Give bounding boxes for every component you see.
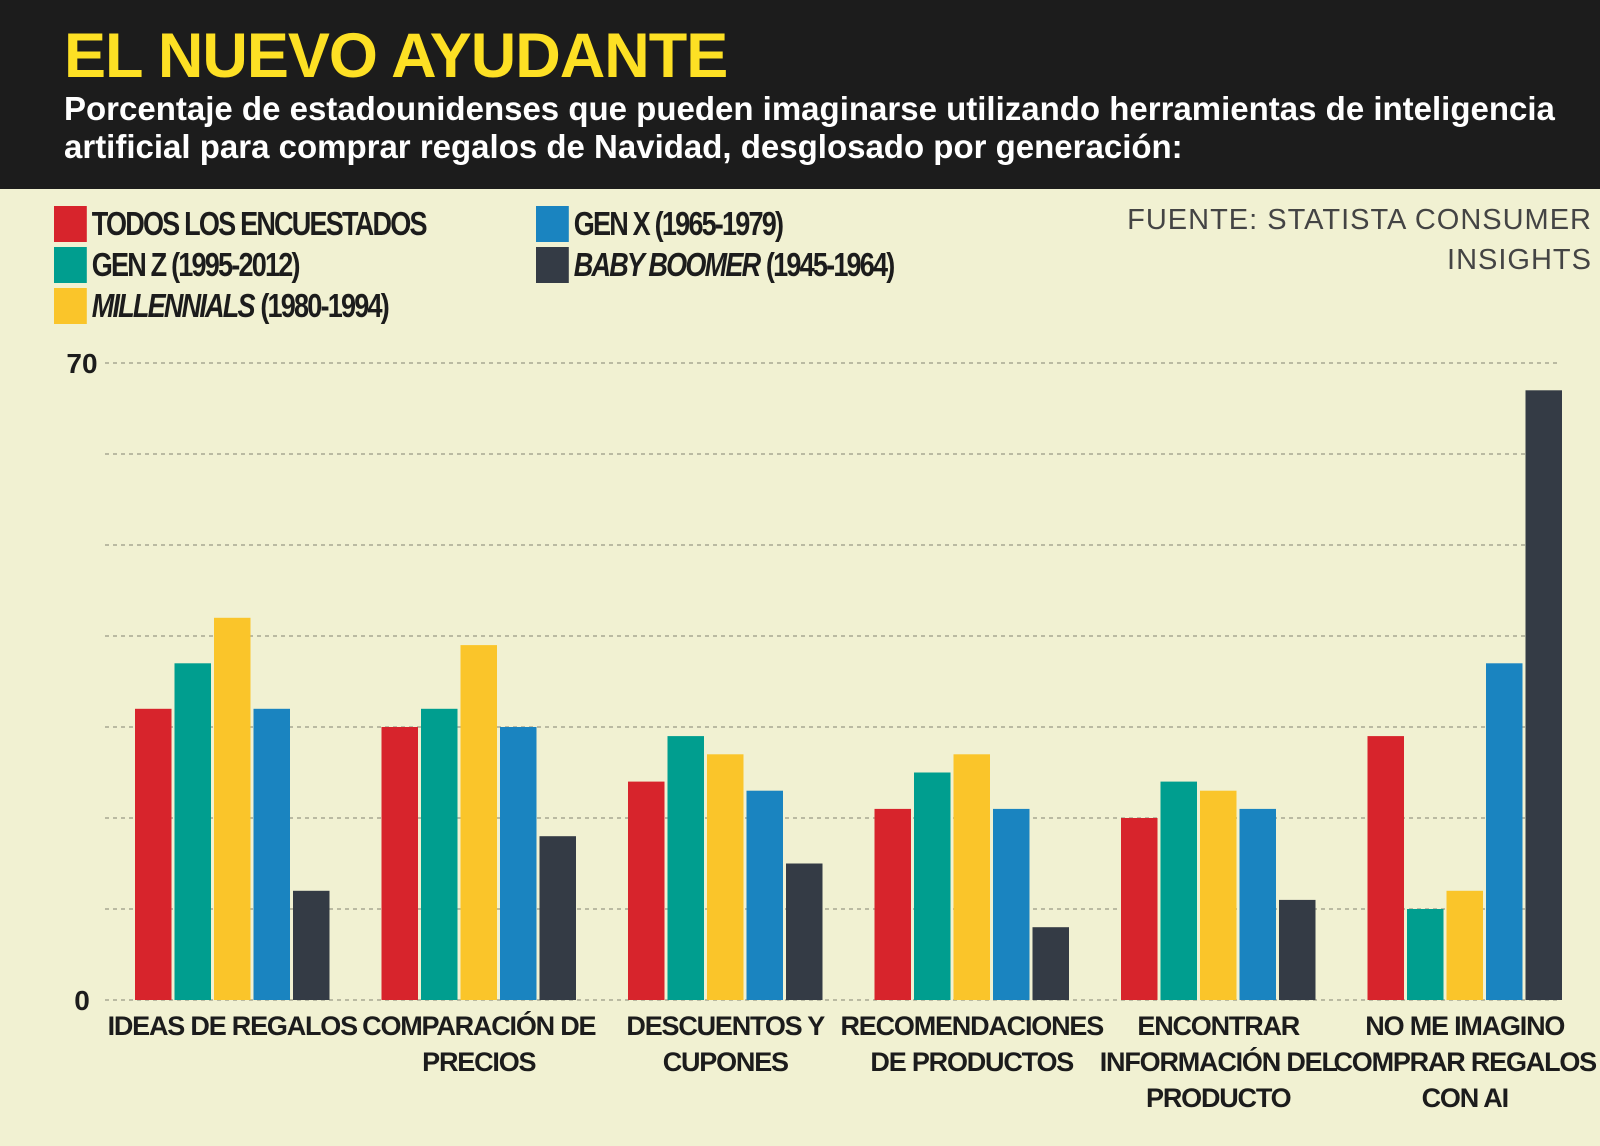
legend-item-baby-boomer: BABY BOOMER (1945-1964)	[536, 246, 895, 284]
legend-label: GEN Z (1995-2012)	[91, 246, 301, 283]
legend-label-italic: BABY BOOMER	[573, 246, 761, 283]
bar	[1446, 890, 1483, 1000]
source-note: FUENTE: STATISTA CONSUMER INSIGHTS	[1127, 204, 1592, 276]
bar	[1367, 736, 1404, 1000]
legend-swatch	[54, 247, 87, 283]
bar	[253, 708, 290, 1000]
bar	[707, 754, 744, 1000]
x-category-label: ENCONTRAR	[1137, 1011, 1299, 1041]
bar	[628, 781, 665, 1000]
x-category-label: IDEAS DE REGALOS	[108, 1011, 358, 1041]
x-category-label: RECOMENDACIONES	[840, 1011, 1103, 1041]
bar	[953, 754, 990, 1000]
x-category-label: COMPRAR REGALOS	[1333, 1047, 1596, 1077]
bar	[914, 772, 951, 1000]
legend-label: TODOS LOS ENCUESTADOS	[91, 205, 428, 242]
legend-swatch	[536, 247, 569, 283]
bar	[293, 890, 330, 1000]
x-category-label: PRODUCTO	[1146, 1083, 1291, 1113]
bar	[135, 708, 172, 1000]
bar	[1160, 781, 1197, 1000]
bar	[1121, 818, 1158, 1000]
bar	[1200, 790, 1237, 1000]
bar	[214, 617, 251, 1000]
x-category-label: CUPONES	[663, 1047, 788, 1077]
bar	[174, 663, 211, 1000]
x-category-label: NO ME IMAGINO	[1365, 1011, 1564, 1041]
legend-item-millennials: MILLENNIALS (1980-1994)	[54, 287, 390, 325]
x-category-label: COMPARACIÓN DE	[362, 1010, 595, 1041]
bar	[746, 790, 783, 1000]
legend-swatch	[536, 206, 569, 242]
y-tick-label: 0	[74, 985, 90, 1016]
bar	[1486, 663, 1523, 1000]
bar	[786, 863, 823, 1000]
legend-item-todos: TODOS LOS ENCUESTADOS	[54, 205, 428, 243]
x-category-label: CON AI	[1422, 1083, 1508, 1113]
legend-label: (1980-1994)	[260, 287, 389, 324]
bar	[874, 808, 911, 1000]
bar	[460, 645, 497, 1000]
chart-subtitle: Porcentaje de estadounidenses que pueden…	[64, 90, 1555, 165]
y-tick-label: 70	[66, 348, 97, 379]
bar	[667, 736, 704, 1000]
legend-swatch	[54, 206, 87, 242]
x-category-label: INFORMACIÓN DEL	[1100, 1046, 1338, 1077]
bar	[1239, 808, 1276, 1000]
legend-label: (1945-1964)	[765, 246, 895, 283]
x-category-label: DESCUENTOS Y	[626, 1011, 825, 1041]
bar	[381, 727, 418, 1000]
bar	[993, 808, 1030, 1000]
legend-label-italic: MILLENNIALS	[91, 287, 256, 324]
legend-label: GEN X (1965-1979)	[573, 205, 784, 242]
header-banner: EL NUEVO AYUDANTE Porcentaje de estadoun…	[0, 0, 1600, 189]
legend-item-gen-x: GEN X (1965-1979)	[536, 205, 784, 243]
bar	[1279, 899, 1316, 1000]
bar	[1407, 909, 1444, 1000]
bar	[421, 708, 458, 1000]
x-category-label: PRECIOS	[422, 1047, 535, 1077]
x-category-label: DE PRODUCTOS	[870, 1047, 1073, 1077]
legend-item-gen-z: GEN Z (1995-2012)	[54, 246, 301, 284]
bar	[539, 836, 576, 1000]
bar	[1525, 390, 1562, 1000]
legend-swatch	[54, 288, 87, 324]
bar	[1032, 927, 1069, 1000]
chart-title: EL NUEVO AYUDANTE	[64, 21, 728, 91]
bar	[500, 727, 537, 1000]
